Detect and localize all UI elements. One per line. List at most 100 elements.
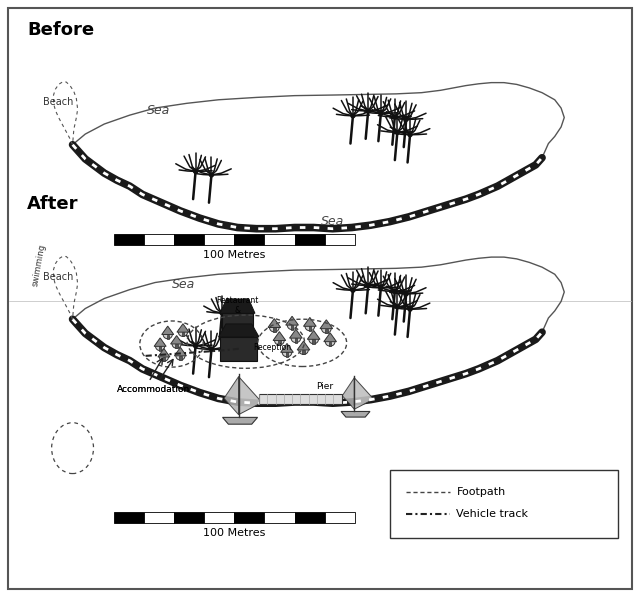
Text: Reception: Reception xyxy=(253,343,291,352)
Polygon shape xyxy=(166,334,169,338)
Polygon shape xyxy=(273,328,276,332)
Circle shape xyxy=(379,286,383,290)
Bar xyxy=(204,512,234,522)
Text: Restaurant
&: Restaurant & xyxy=(216,296,259,315)
Polygon shape xyxy=(307,330,320,339)
Bar xyxy=(234,234,264,245)
Polygon shape xyxy=(291,325,293,330)
Polygon shape xyxy=(218,324,259,337)
Polygon shape xyxy=(177,324,189,332)
Circle shape xyxy=(351,114,355,118)
Polygon shape xyxy=(312,339,315,344)
Circle shape xyxy=(287,321,297,330)
Text: 100 Metres: 100 Metres xyxy=(203,528,266,538)
Text: swimming: swimming xyxy=(31,244,47,287)
Circle shape xyxy=(325,337,335,346)
Polygon shape xyxy=(289,330,302,338)
Circle shape xyxy=(393,115,397,119)
Polygon shape xyxy=(325,329,328,333)
Bar xyxy=(324,234,355,245)
Polygon shape xyxy=(162,326,174,334)
Circle shape xyxy=(194,170,198,173)
Bar xyxy=(174,234,204,245)
Circle shape xyxy=(156,342,164,350)
Polygon shape xyxy=(278,340,281,345)
Bar xyxy=(294,234,324,245)
Polygon shape xyxy=(159,346,161,350)
Polygon shape xyxy=(175,344,178,348)
Polygon shape xyxy=(223,417,257,424)
Bar xyxy=(234,512,264,522)
Text: Sea: Sea xyxy=(147,104,170,117)
Bar xyxy=(144,234,174,245)
Polygon shape xyxy=(224,377,239,415)
Bar xyxy=(259,394,342,404)
Polygon shape xyxy=(239,377,262,415)
FancyBboxPatch shape xyxy=(390,470,618,538)
Polygon shape xyxy=(273,331,285,340)
Polygon shape xyxy=(355,378,374,409)
Text: Beach: Beach xyxy=(44,97,74,107)
Text: Footpath: Footpath xyxy=(456,488,506,497)
Text: Accommodation: Accommodation xyxy=(116,386,190,395)
Polygon shape xyxy=(268,319,281,328)
Text: After: After xyxy=(27,195,78,213)
Text: Accommodation: Accommodation xyxy=(116,386,190,395)
Circle shape xyxy=(299,346,308,355)
Circle shape xyxy=(393,290,397,293)
Polygon shape xyxy=(308,327,311,331)
Polygon shape xyxy=(171,336,182,344)
Circle shape xyxy=(269,323,279,332)
Text: Pier: Pier xyxy=(316,382,333,392)
Circle shape xyxy=(291,334,301,343)
Polygon shape xyxy=(163,357,165,361)
Polygon shape xyxy=(179,356,182,360)
Polygon shape xyxy=(303,318,316,327)
Polygon shape xyxy=(182,332,184,337)
Circle shape xyxy=(176,352,185,360)
Circle shape xyxy=(209,173,213,177)
Polygon shape xyxy=(72,257,564,411)
Polygon shape xyxy=(297,341,310,350)
Circle shape xyxy=(282,348,292,357)
Polygon shape xyxy=(281,343,293,352)
Polygon shape xyxy=(285,352,288,357)
Polygon shape xyxy=(342,378,355,409)
Bar xyxy=(294,512,324,522)
Polygon shape xyxy=(302,350,305,355)
Bar xyxy=(324,512,355,522)
Circle shape xyxy=(379,112,383,115)
Bar xyxy=(264,512,294,522)
Circle shape xyxy=(408,133,412,137)
Text: Sea: Sea xyxy=(172,278,195,291)
Bar xyxy=(264,234,294,245)
Circle shape xyxy=(404,118,408,121)
Circle shape xyxy=(163,330,172,338)
Circle shape xyxy=(309,335,319,344)
Bar xyxy=(204,234,234,245)
Circle shape xyxy=(159,353,168,361)
Circle shape xyxy=(351,288,355,292)
Polygon shape xyxy=(341,411,370,417)
Polygon shape xyxy=(324,333,337,341)
Circle shape xyxy=(209,347,213,351)
Text: 100 Metres: 100 Metres xyxy=(203,250,266,260)
Text: Beach: Beach xyxy=(44,272,74,282)
Text: Vehicle track: Vehicle track xyxy=(456,509,529,519)
Circle shape xyxy=(396,305,399,309)
Polygon shape xyxy=(320,320,333,329)
Text: Sea: Sea xyxy=(321,215,344,228)
Text: Before: Before xyxy=(27,20,94,39)
Polygon shape xyxy=(154,338,166,346)
Polygon shape xyxy=(329,341,332,346)
Circle shape xyxy=(321,324,331,333)
Circle shape xyxy=(220,312,224,315)
Bar xyxy=(144,512,174,522)
Polygon shape xyxy=(285,316,298,325)
Circle shape xyxy=(408,307,412,311)
Circle shape xyxy=(275,336,284,345)
Circle shape xyxy=(396,131,399,134)
Circle shape xyxy=(404,292,408,296)
Bar xyxy=(114,512,144,522)
Polygon shape xyxy=(294,338,297,343)
